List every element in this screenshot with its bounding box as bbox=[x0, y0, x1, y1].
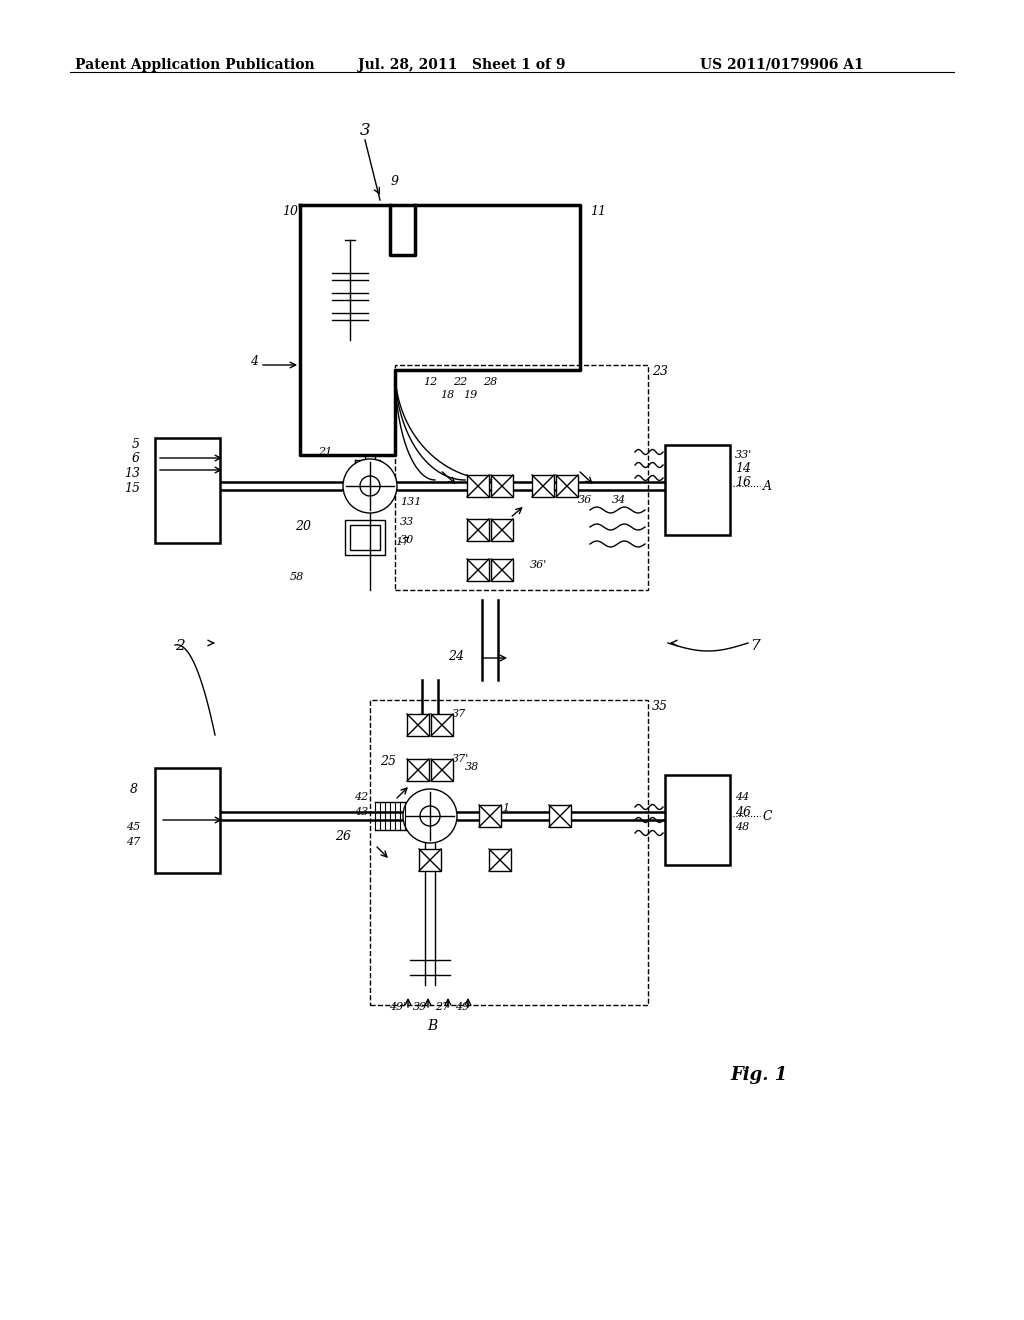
Bar bbox=[467, 475, 489, 498]
Circle shape bbox=[360, 477, 380, 496]
Text: 37: 37 bbox=[452, 709, 466, 719]
Bar bbox=[345, 520, 385, 554]
Text: 48: 48 bbox=[735, 822, 750, 832]
Circle shape bbox=[343, 459, 397, 513]
Text: 13: 13 bbox=[124, 467, 140, 480]
Text: 42: 42 bbox=[353, 792, 368, 803]
Text: 131: 131 bbox=[400, 498, 421, 507]
Text: 3: 3 bbox=[359, 121, 371, 139]
Text: 19: 19 bbox=[463, 389, 477, 400]
Text: 38: 38 bbox=[465, 762, 479, 772]
Text: 28: 28 bbox=[483, 378, 497, 387]
Bar bbox=[407, 714, 429, 737]
Bar bbox=[489, 849, 511, 871]
Circle shape bbox=[420, 807, 440, 826]
Text: 21: 21 bbox=[318, 447, 332, 457]
Text: 9: 9 bbox=[391, 176, 399, 187]
Bar bbox=[549, 805, 571, 828]
Bar bbox=[665, 445, 730, 535]
Text: 49': 49' bbox=[389, 1002, 407, 1012]
Text: 6: 6 bbox=[132, 451, 140, 465]
Text: 14: 14 bbox=[735, 462, 751, 475]
Text: 12: 12 bbox=[423, 378, 437, 387]
Text: 10: 10 bbox=[282, 205, 298, 218]
Text: 30: 30 bbox=[400, 535, 415, 545]
Bar bbox=[395, 366, 648, 590]
Text: 27: 27 bbox=[435, 1002, 450, 1012]
Text: 24: 24 bbox=[449, 649, 464, 663]
Text: 44: 44 bbox=[735, 792, 750, 803]
Text: Fig. 1: Fig. 1 bbox=[730, 1067, 787, 1084]
Text: 22: 22 bbox=[453, 378, 467, 387]
Bar bbox=[431, 714, 453, 737]
Bar bbox=[665, 775, 730, 865]
Text: 1: 1 bbox=[502, 803, 509, 813]
Text: 15: 15 bbox=[124, 482, 140, 495]
Text: C: C bbox=[763, 809, 773, 822]
Text: 17: 17 bbox=[395, 537, 410, 546]
Bar bbox=[407, 759, 429, 781]
Bar bbox=[155, 767, 220, 873]
Text: 23: 23 bbox=[652, 366, 668, 378]
Bar bbox=[419, 849, 441, 871]
Text: B: B bbox=[427, 1019, 437, 1034]
Text: 49: 49 bbox=[455, 1002, 469, 1012]
Bar bbox=[467, 519, 489, 541]
Circle shape bbox=[403, 789, 457, 843]
Text: 11: 11 bbox=[590, 205, 606, 218]
Bar bbox=[490, 519, 513, 541]
Text: 20: 20 bbox=[295, 520, 311, 533]
Text: Jul. 28, 2011   Sheet 1 of 9: Jul. 28, 2011 Sheet 1 of 9 bbox=[358, 58, 565, 73]
Text: 8: 8 bbox=[130, 783, 138, 796]
Text: 58: 58 bbox=[290, 572, 304, 582]
Bar bbox=[155, 437, 220, 543]
Text: 5: 5 bbox=[132, 438, 140, 451]
Text: 39: 39 bbox=[413, 1002, 427, 1012]
Text: 2: 2 bbox=[175, 639, 184, 653]
Text: 34: 34 bbox=[612, 495, 627, 506]
Text: 46: 46 bbox=[735, 807, 751, 818]
Text: 16: 16 bbox=[735, 477, 751, 488]
Text: 4: 4 bbox=[250, 355, 258, 368]
Text: A: A bbox=[763, 479, 772, 492]
Bar bbox=[467, 558, 489, 581]
Bar bbox=[431, 759, 453, 781]
Text: 36: 36 bbox=[578, 495, 592, 506]
Text: 33': 33' bbox=[735, 450, 753, 459]
Text: 25: 25 bbox=[380, 755, 396, 768]
Text: 26: 26 bbox=[335, 830, 351, 843]
Text: 29: 29 bbox=[562, 480, 577, 490]
Text: 7: 7 bbox=[750, 639, 760, 653]
Bar bbox=[490, 558, 513, 581]
Text: 43: 43 bbox=[353, 807, 368, 817]
Bar bbox=[490, 475, 513, 498]
Text: 18: 18 bbox=[440, 389, 454, 400]
Text: 36': 36' bbox=[530, 560, 547, 570]
Text: Patent Application Publication: Patent Application Publication bbox=[75, 58, 314, 73]
Bar bbox=[350, 525, 380, 550]
Bar bbox=[556, 475, 578, 498]
Text: 45: 45 bbox=[126, 822, 140, 832]
Text: 33: 33 bbox=[400, 517, 415, 527]
Text: US 2011/0179906 A1: US 2011/0179906 A1 bbox=[700, 58, 864, 73]
Text: 47: 47 bbox=[126, 837, 140, 847]
Bar bbox=[370, 700, 648, 1005]
Bar bbox=[479, 805, 501, 828]
Text: 35: 35 bbox=[652, 700, 668, 713]
Text: 37': 37' bbox=[452, 754, 469, 764]
Bar bbox=[532, 475, 554, 498]
